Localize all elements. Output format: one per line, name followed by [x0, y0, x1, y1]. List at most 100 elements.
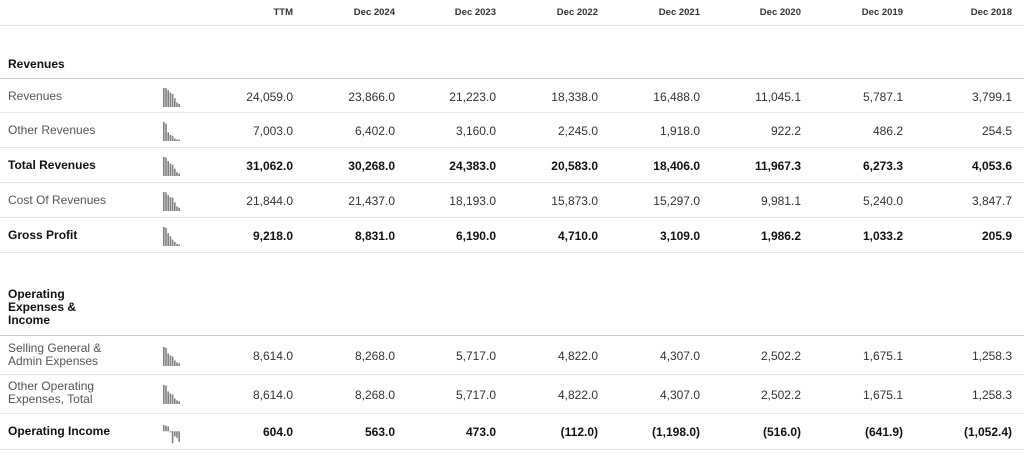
row-label: Revenues [8, 89, 63, 103]
cell-dec-2024: 563.0 [364, 425, 395, 439]
table-row-sga-expenses[interactable]: Selling General & Admin Expenses 8,614.0… [0, 335, 1024, 375]
column-header-dec-2022[interactable]: Dec 2022 [556, 7, 598, 18]
sparkline-icon[interactable] [162, 422, 192, 444]
column-header-dec-2023[interactable]: Dec 2023 [454, 7, 496, 18]
sparkline-bar [178, 103, 180, 107]
sparkline-bar [163, 347, 165, 366]
cell-dec-2022: 15,873.0 [551, 194, 598, 208]
sparkline-bar [167, 353, 169, 366]
sparkline-icon[interactable] [162, 190, 192, 212]
table-row-revenues[interactable]: Revenues 24,059.0 23,866.0 21,223.0 18,3… [0, 78, 1024, 113]
sparkline-bar [169, 92, 172, 107]
cell-dec-2018: 205.9 [981, 229, 1012, 243]
sparkline-bar [171, 239, 174, 246]
sparkline-bar [165, 347, 167, 366]
column-header-dec-2024[interactable]: Dec 2024 [353, 7, 395, 18]
cell-dec-2020: 2,502.2 [760, 388, 801, 402]
sparkline-bar [165, 385, 167, 404]
sparkline-bar [171, 197, 174, 211]
cell-ttm: 8,614.0 [252, 388, 293, 402]
column-header-dec-2020[interactable]: Dec 2020 [759, 7, 801, 18]
row-label: Operating Income [8, 424, 111, 438]
sparkline-bar [176, 431, 178, 438]
section-title-operating-expenses-income: Operating Expenses & Income [8, 287, 77, 327]
sparkline-bar [178, 244, 180, 246]
sparkline-bar [165, 123, 167, 141]
cell-ttm: 21,844.0 [246, 194, 293, 208]
sparkline-bar [165, 227, 167, 246]
row-label: Total Revenues [8, 158, 96, 172]
row-label: Selling General & Admin Expenses [8, 341, 102, 368]
sparkline-bar [167, 161, 169, 176]
sparkline-bar [171, 431, 174, 444]
cell-ttm: 31,062.0 [246, 159, 293, 173]
sparkline-bar [176, 362, 178, 366]
sparkline-bar [163, 425, 165, 432]
column-header-dec-2019[interactable]: Dec 2019 [861, 7, 903, 18]
cell-dec-2024: 6,402.0 [354, 124, 395, 138]
sparkline-bar [176, 400, 178, 404]
sparkline-bar [171, 356, 174, 366]
row-label: Cost Of Revenues [8, 193, 107, 207]
sparkline-bar [165, 192, 167, 211]
sparkline-bar [174, 138, 176, 141]
column-header-ttm[interactable]: TTM [273, 7, 293, 18]
sparkline-bar [169, 355, 172, 366]
sparkline-bar [174, 398, 176, 404]
cell-dec-2023: 6,190.0 [455, 229, 496, 243]
sparkline-icon[interactable] [162, 383, 192, 405]
cell-dec-2019: 1,675.1 [862, 349, 903, 363]
column-header-dec-2018[interactable]: Dec 2018 [970, 7, 1012, 18]
cell-dec-2020: 1,986.2 [760, 229, 801, 243]
cell-dec-2021: 15,297.0 [653, 194, 700, 208]
cell-dec-2020: 922.2 [770, 124, 801, 138]
cell-dec-2019: 5,240.0 [862, 194, 903, 208]
cell-dec-2021: 4,307.0 [659, 388, 700, 402]
sparkline-bar [174, 168, 176, 176]
sparkline-icon[interactable] [162, 86, 192, 108]
cell-dec-2019: 1,675.1 [862, 388, 903, 402]
sparkline-bar [167, 90, 169, 107]
cell-dec-2023: 24,383.0 [449, 159, 496, 173]
sparkline-bar [165, 425, 167, 432]
cell-dec-2022: 4,822.0 [557, 388, 598, 402]
sparkline-bar [176, 102, 178, 107]
table-row-other-operating-expenses[interactable]: Other Operating Expenses, Total 8,614.0 … [0, 375, 1024, 414]
cell-dec-2018: 3,847.7 [971, 194, 1012, 208]
table-row-gross-profit[interactable]: Gross Profit 9,218.0 8,831.0 6,190.0 4,7… [0, 218, 1024, 253]
sparkline-bar [178, 207, 180, 211]
sparkline-bar [174, 202, 176, 211]
cell-dec-2018: 1,258.3 [971, 388, 1012, 402]
cell-ttm: 8,614.0 [252, 349, 293, 363]
cell-dec-2021: 18,406.0 [653, 159, 700, 173]
sparkline-icon[interactable] [162, 120, 192, 142]
sparkline-icon[interactable] [162, 225, 192, 247]
sparkline-icon[interactable] [162, 155, 192, 177]
column-header-row: TTM Dec 2024 Dec 2023 Dec 2022 Dec 2021 … [0, 0, 1024, 26]
table-row-cost-of-revenues[interactable]: Cost Of Revenues 21,844.0 21,437.0 18,19… [0, 183, 1024, 218]
sparkline-bar [171, 93, 174, 107]
sparkline-bar [167, 233, 169, 246]
cell-dec-2018: 254.5 [981, 124, 1012, 138]
row-label: Other Operating Expenses, Total [8, 379, 95, 406]
sparkline-bar [171, 394, 174, 404]
sparkline-bar [176, 172, 178, 176]
sparkline-bar [169, 393, 172, 404]
cell-dec-2022: 2,245.0 [557, 124, 598, 138]
sparkline-bar [169, 163, 172, 176]
table-row-other-revenues[interactable]: Other Revenues 7,003.0 6,402.0 3,160.0 2… [0, 113, 1024, 148]
sparkline-bar [163, 157, 165, 176]
cell-dec-2023: 21,223.0 [449, 90, 496, 104]
column-header-dec-2021[interactable]: Dec 2021 [658, 7, 700, 18]
row-label: Other Revenues [8, 123, 96, 137]
sparkline-bar [169, 431, 172, 433]
cell-dec-2022: 4,710.0 [557, 229, 598, 243]
sparkline-icon[interactable] [162, 345, 192, 367]
sparkline-bar [176, 139, 178, 141]
table-row-total-revenues[interactable]: Total Revenues 31,062.0 30,268.0 24,383.… [0, 148, 1024, 183]
table-row-operating-income[interactable]: Operating Income 604.0 563.0 473.0 (112.… [0, 414, 1024, 450]
sparkline-bar [169, 197, 172, 211]
cell-dec-2022: 20,583.0 [551, 159, 598, 173]
cell-dec-2023: 18,193.0 [449, 194, 496, 208]
cell-dec-2021: 16,488.0 [653, 90, 700, 104]
